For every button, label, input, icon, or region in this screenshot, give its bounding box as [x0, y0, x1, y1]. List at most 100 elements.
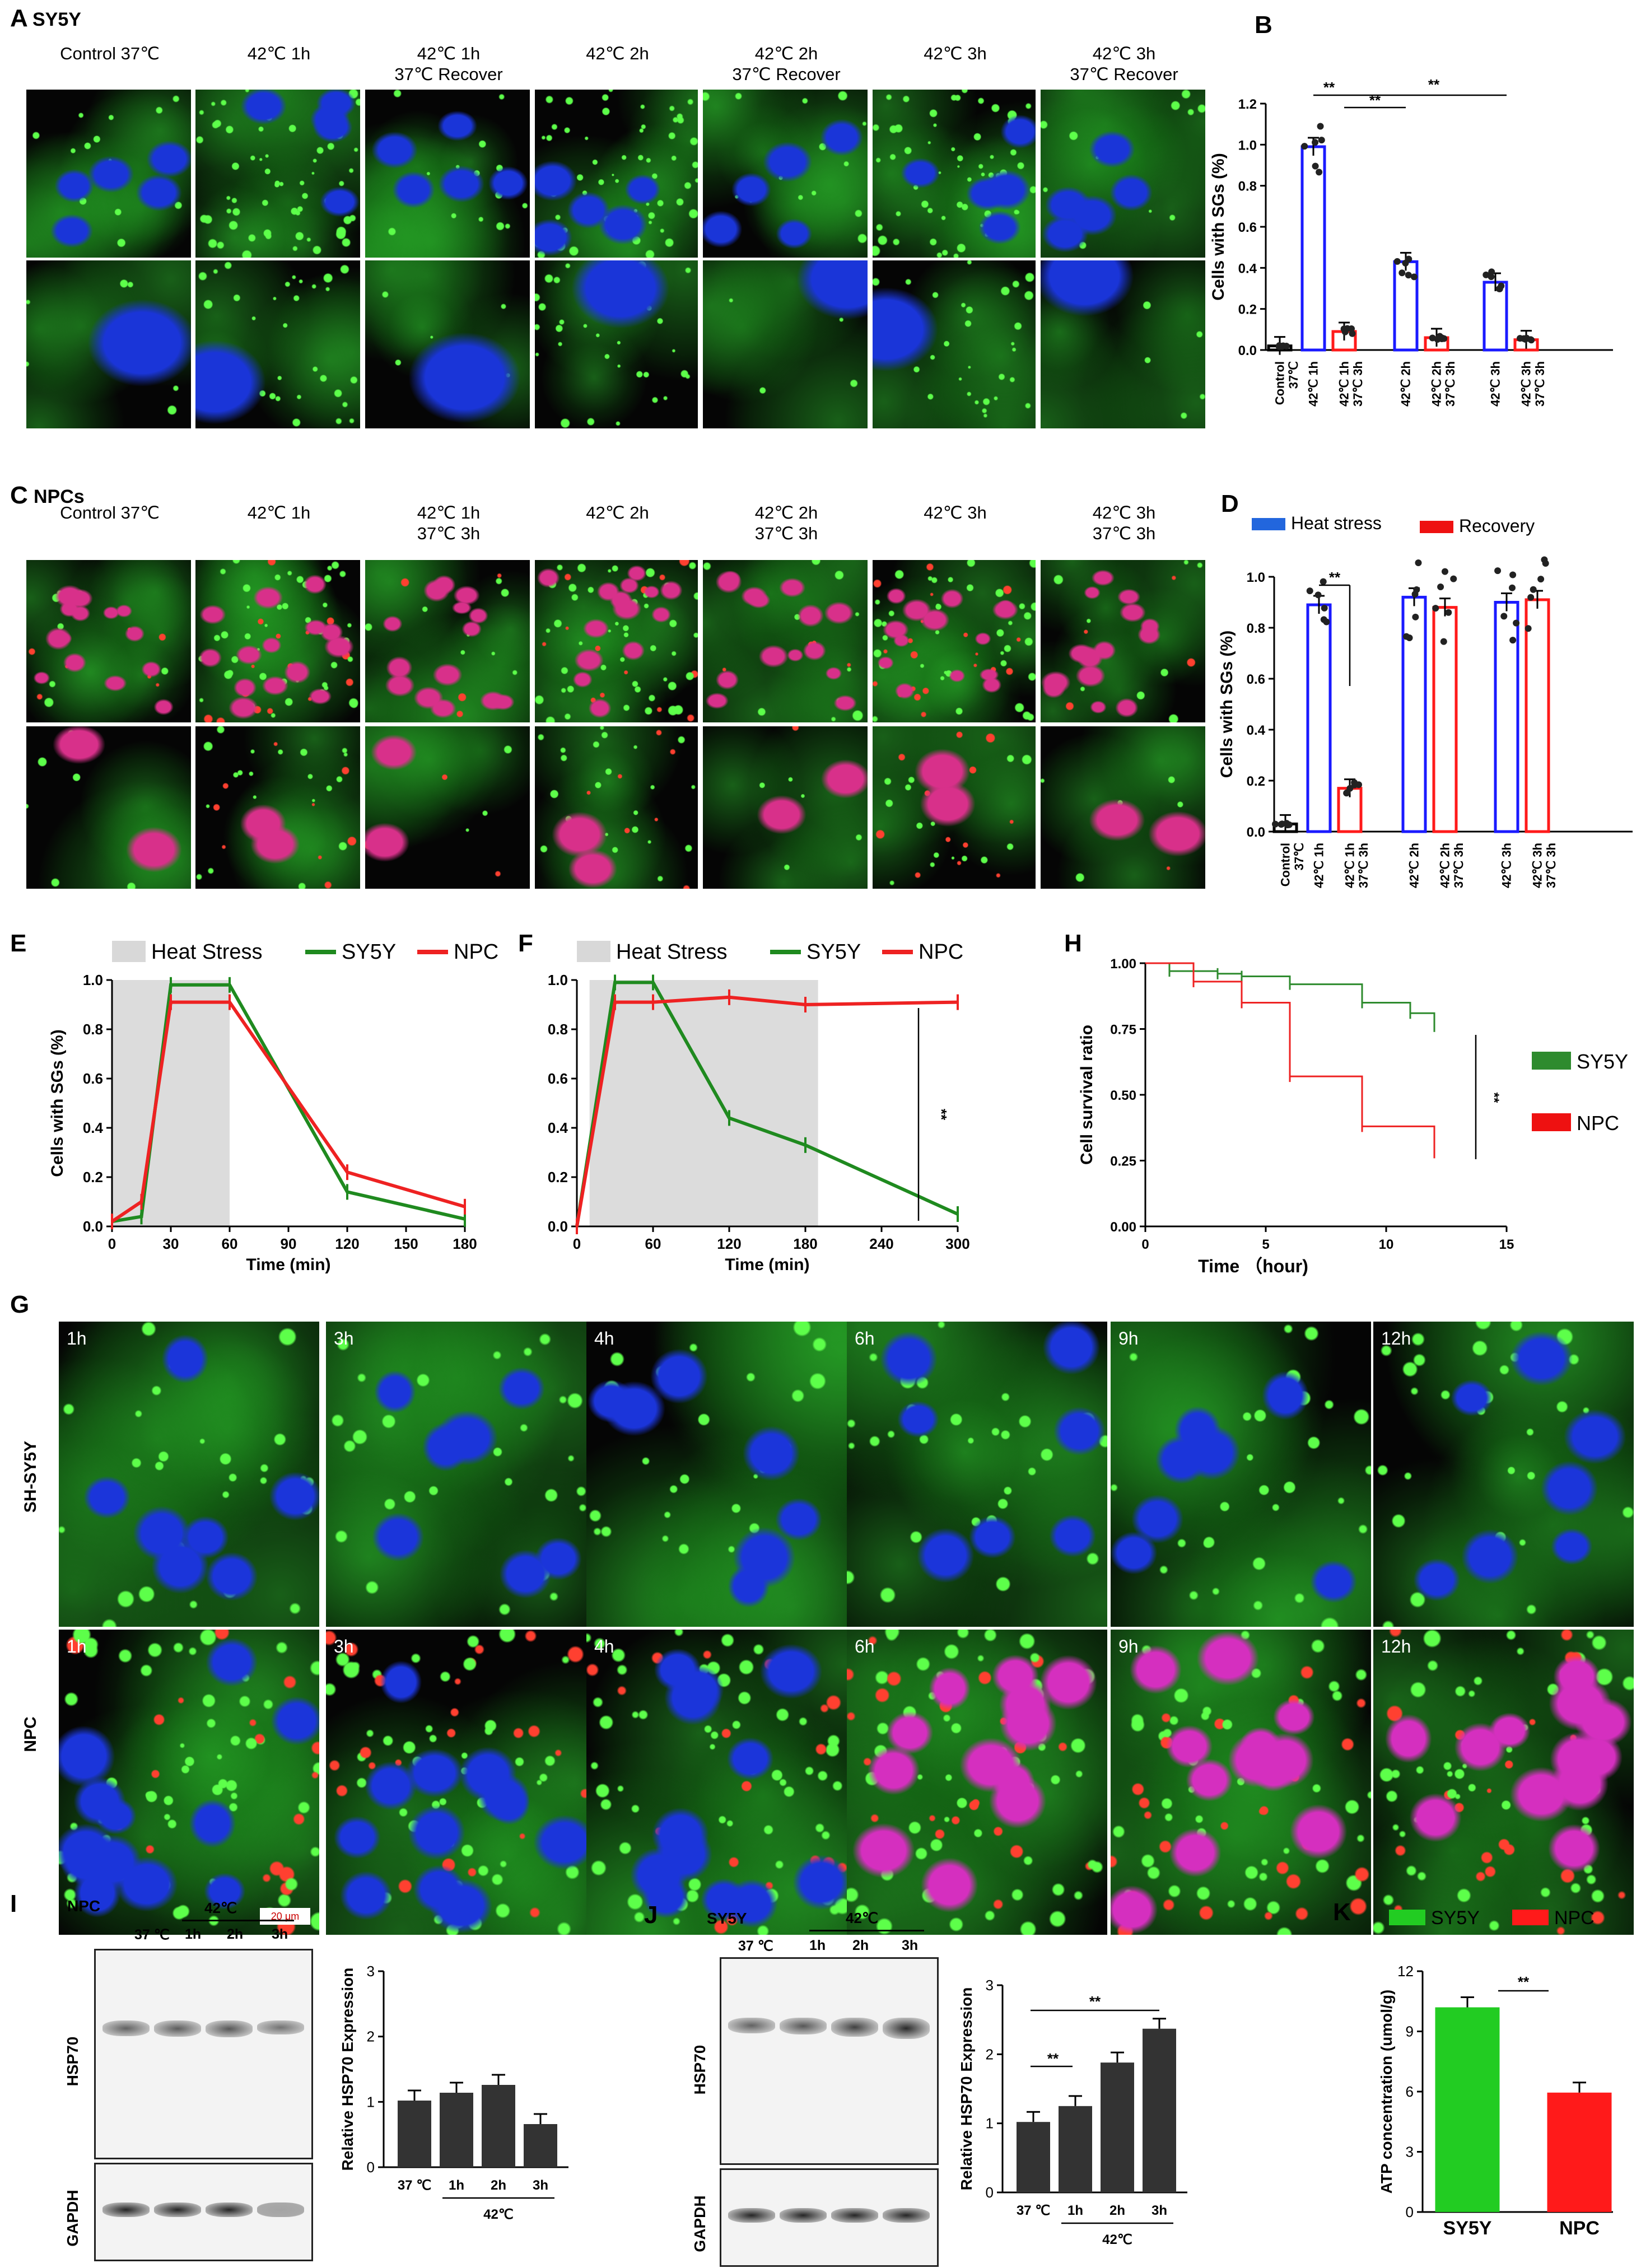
j-sig-label: **	[1047, 2050, 1059, 2067]
c-micrograph-zoom-1	[26, 726, 191, 889]
j-category-label: 37 ℃	[1017, 2203, 1050, 2218]
c-column-title-5: 42℃ 2h 37℃ 3h	[754, 503, 818, 543]
h-legend-label-npc: NPC	[1577, 1112, 1619, 1135]
i-ytick-label: 0	[367, 2159, 375, 2176]
d-ytick-label: 0.2	[1247, 774, 1265, 789]
a-column-title-2: 42℃ 1h	[247, 44, 311, 63]
i-hsp70-band	[206, 2020, 253, 2037]
blot-j-bracket	[809, 1930, 924, 1931]
j-gapdh-band	[883, 2208, 930, 2223]
a-micrograph-overview-6	[873, 90, 1036, 258]
f-ytick-label: 0.6	[548, 1070, 568, 1087]
panel-label-c: C	[10, 482, 28, 509]
b-datapoint	[1318, 137, 1325, 144]
sg-bar-chart-npc: 0.0 0.2 0.4 0.6 0.8 1.0 Cells with SGs (%) Cont…	[1218, 513, 1633, 888]
k-category-label: SY5Y	[1443, 2218, 1492, 2239]
d-category-label: 42℃ 1h	[1312, 843, 1326, 888]
g-micrograph-npc-3h: 3h	[326, 1630, 586, 1935]
d-datapoint	[1278, 821, 1285, 828]
f-heat-stress-shade	[589, 980, 818, 1226]
c-column-title-1: Control 37℃	[60, 503, 160, 522]
e-ytick-label: 0.4	[83, 1119, 104, 1136]
panel-label-b: B	[1255, 11, 1272, 39]
h-xtick-label: 5	[1262, 1237, 1269, 1252]
j-hsp70-band	[780, 2018, 827, 2034]
k-ytick-label: 3	[1406, 2144, 1414, 2160]
b-datapoint	[1341, 328, 1349, 335]
blot-j-title: SY5Y	[707, 1910, 747, 1927]
a-micrograph-overview-1	[26, 90, 191, 258]
g-micrograph-npc-9h: 9h	[1111, 1630, 1371, 1935]
hsp70-bar-chart-npc: 0 1 2 3 Relative HSP70 Expression 37 ℃ 1h 2h 3h 4…	[339, 1963, 568, 2222]
d-category-label: 42℃ 1h37℃ 3h	[1343, 843, 1370, 888]
j-bar	[1143, 2028, 1176, 2192]
e-xtick-label: 120	[335, 1235, 359, 1252]
f-ytick-label: 0.2	[548, 1169, 568, 1186]
k-sig-label: **	[1518, 1973, 1530, 1990]
c-micrograph-zoom-2	[195, 726, 360, 889]
i-category-label: 1h	[449, 2178, 464, 2193]
b-category-label: Control37℃	[1273, 361, 1300, 405]
e-xtick-label: 150	[394, 1235, 418, 1252]
e-xtick-label: 60	[222, 1235, 238, 1252]
k-ytick-label: 0	[1406, 2204, 1414, 2220]
j-bar	[1017, 2122, 1050, 2192]
i-bar	[440, 2093, 473, 2167]
d-datapoint	[1323, 618, 1330, 626]
d-datapoint	[1513, 619, 1520, 627]
f-legend-label-heat: Heat Stress	[616, 940, 728, 964]
c-micrograph-zoom-7	[1041, 726, 1205, 889]
d-bar	[1401, 595, 1427, 833]
d-ytick-label: 0.8	[1247, 621, 1265, 636]
k-bar	[1547, 2092, 1612, 2212]
d-datapoint	[1500, 613, 1508, 620]
i-hsp70-band	[257, 2020, 304, 2034]
a-column-title-7: 42℃ 3h 37℃ Recover	[1070, 44, 1178, 84]
a-column-title-6: 42℃ 3h	[924, 44, 987, 63]
f-ytick-label: 0.8	[548, 1021, 568, 1038]
g-time-label-npc-4h: 4h	[594, 1636, 614, 1656]
c-micrograph-overview-1	[26, 560, 191, 722]
survival-curve-h: 0.00 0.25 0.50 0.75 1.00 0 5 10 15 Time （hour) Cel…	[1078, 956, 1628, 1276]
j-ytick-label: 2	[986, 2046, 994, 2062]
k-ylabel: ATP concentration (umol/g)	[1378, 1990, 1395, 2194]
d-datapoint	[1412, 613, 1419, 620]
k-bar	[1435, 2007, 1500, 2212]
b-ytick-label: 0.0	[1238, 343, 1257, 358]
i-gapdh-band	[102, 2202, 150, 2217]
b-sig-label: **	[1323, 79, 1335, 96]
c-micrograph-zoom-4	[535, 726, 698, 889]
d-sig-label: **	[1329, 569, 1341, 586]
d-ytick-label: 0.6	[1247, 672, 1265, 687]
c-micrograph-zoom-5	[703, 726, 868, 889]
a-micrograph-zoom-1	[26, 260, 191, 428]
k-legend-label-npc: NPC	[1554, 1907, 1595, 1929]
b-category-label: 42℃ 2h37℃ 3h	[1430, 361, 1457, 407]
panel-label-g: G	[10, 1291, 30, 1318]
a-micrograph-zoom-6	[873, 260, 1036, 428]
c-column-title-7: 42℃ 3h 37℃ 3h	[1092, 503, 1156, 543]
j-lane-label: 3h	[902, 1938, 919, 1953]
c-column-title-6: 42℃ 3h	[924, 503, 987, 522]
i-lane-label: 1h	[185, 1926, 202, 1942]
d-datapoint	[1355, 781, 1362, 788]
g-time-label-npc-3h: 3h	[334, 1636, 354, 1656]
d-datapoint	[1314, 591, 1322, 599]
c-micrograph-overview-5	[703, 560, 868, 722]
d-legend-label-recovery: Recovery	[1459, 516, 1535, 536]
h-ytick-label: 0.25	[1110, 1154, 1136, 1169]
d-datapoint	[1321, 604, 1328, 612]
i-group-label: 42℃	[483, 2207, 514, 2222]
f-ytick-label: 1.0	[548, 972, 568, 988]
e-series-npc	[111, 1000, 465, 1223]
j-gapdh-band	[831, 2208, 878, 2223]
panel-label-f: F	[518, 930, 533, 957]
e-ytick-label: 0.0	[83, 1218, 103, 1235]
e-legend-swatch-heat	[112, 941, 146, 962]
b-bar	[1483, 281, 1508, 352]
panel-label-k: K	[1333, 1898, 1351, 1926]
e-ytick-label: 0.6	[83, 1070, 103, 1087]
b-ytick-label: 0.6	[1238, 220, 1257, 235]
d-legend-label-heat: Heat stress	[1291, 513, 1382, 533]
